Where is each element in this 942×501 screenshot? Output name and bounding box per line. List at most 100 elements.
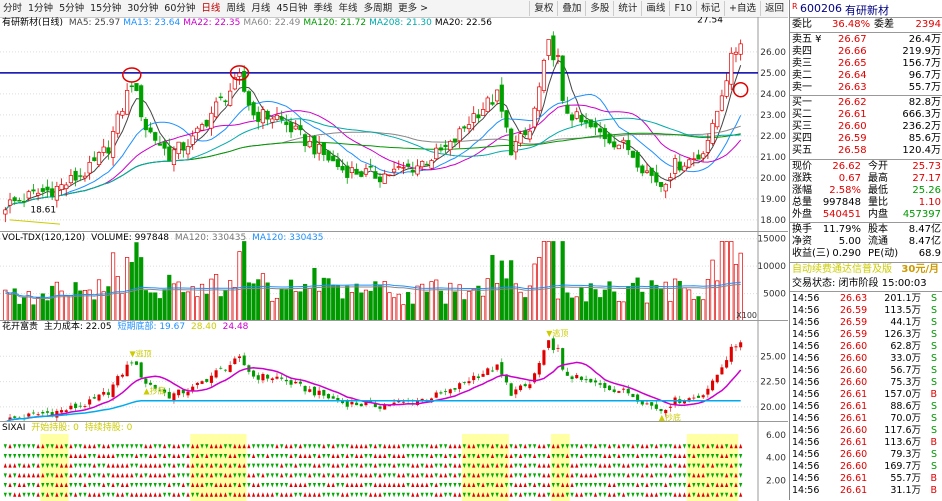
toolbar-button-5[interactable]: F10 (669, 1, 696, 16)
volume-bar (630, 282, 636, 321)
period-tab-12[interactable]: 多周期 (363, 3, 393, 14)
down-arrow-icon (406, 444, 410, 449)
cost-candle (261, 374, 265, 381)
volume-chart[interactable]: 15000 10000 5000 X100 VOL-TDX(120,120) VOLU… (0, 231, 788, 321)
down-arrow-icon (467, 453, 471, 459)
period-tab-8[interactable]: 月线 (251, 3, 271, 14)
main-cost-line (4, 361, 742, 422)
cost-candle (542, 350, 546, 365)
volume-bar (663, 281, 668, 321)
down-arrow-icon (575, 483, 579, 488)
up-arrow-icon (251, 482, 256, 488)
candle (242, 70, 247, 92)
period-tab-10[interactable]: 季线 (313, 3, 333, 14)
down-arrow-icon (645, 453, 649, 459)
down-arrow-icon (673, 473, 677, 478)
up-arrow-icon (88, 472, 92, 478)
down-arrow-icon (280, 453, 284, 459)
cost-chart[interactable]: 25.00 22.50 20.00 ▼逃顶 ▼逃顶 ▲抄底 ▲抄底 花开富贵 主力成本: 2… (0, 320, 788, 422)
up-arrow-icon (205, 453, 209, 458)
down-arrow-icon (340, 483, 345, 488)
up-arrow-icon (205, 492, 209, 497)
down-arrow-icon (584, 483, 588, 488)
period-tab-5[interactable]: 60分钟 (164, 3, 196, 14)
toolbar-button-6[interactable]: 标记 (696, 1, 724, 16)
up-arrow-icon (195, 482, 199, 488)
up-arrow-icon (162, 472, 167, 478)
down-arrow-icon (710, 444, 715, 449)
down-arrow-icon (50, 473, 54, 478)
down-arrow-icon (97, 483, 101, 488)
period-tab-0[interactable]: 分时 (3, 3, 23, 14)
candle (307, 141, 312, 148)
period-tab-7[interactable]: 周线 (226, 3, 246, 14)
promo-link[interactable]: 自动续费通达信普及版 30元/月 (792, 264, 939, 275)
up-arrow-icon (720, 482, 724, 488)
period-tab-3[interactable]: 15分钟 (90, 3, 122, 14)
down-arrow-icon (270, 444, 274, 449)
up-arrow-icon (172, 453, 176, 458)
toolbar-button-7[interactable]: +自选 (724, 1, 760, 16)
main-kline-chart[interactable]: 26.00 25.00 24.00 23.00 22.00 21.00 20.00 19.00… (0, 17, 788, 231)
cost-candle (392, 402, 396, 404)
cost-candle (111, 384, 115, 397)
up-arrow-icon (472, 472, 476, 478)
period-tab-4[interactable]: 30分钟 (127, 3, 159, 14)
down-arrow-icon (673, 483, 677, 488)
down-arrow-icon (528, 463, 532, 469)
toolbar-button-2[interactable]: 多股 (585, 1, 613, 16)
up-arrow-icon (158, 463, 162, 468)
candle (518, 133, 523, 144)
down-arrow-icon (509, 444, 513, 449)
period-tab-1[interactable]: 1分钟 (28, 3, 54, 14)
down-arrow-icon (514, 463, 518, 469)
cost-candle (622, 388, 626, 390)
cost-candle (312, 386, 316, 396)
volume-bar (317, 290, 322, 321)
sixai-chart[interactable]: 6.00 4.00 2.00 SIXAI 开始持股: 0 持续持股: 0 (0, 421, 788, 501)
up-arrow-icon (134, 453, 139, 458)
period-tab-13[interactable]: 更多 > (398, 3, 429, 14)
volume-bar (509, 260, 514, 321)
down-arrow-icon (668, 492, 673, 498)
down-arrow-icon (139, 453, 143, 459)
period-tab-11[interactable]: 年线 (338, 3, 358, 14)
up-arrow-icon (233, 453, 237, 458)
up-arrow-icon (725, 482, 729, 488)
up-arrow-icon (36, 482, 40, 488)
toolbar-button-4[interactable]: 画线 (641, 1, 669, 16)
up-arrow-icon (17, 472, 21, 478)
down-arrow-icon (406, 492, 410, 498)
down-arrow-icon (626, 444, 630, 449)
toolbar-button-0[interactable]: 复权 (529, 1, 557, 16)
down-arrow-icon (434, 473, 438, 478)
up-arrow-icon (31, 472, 36, 478)
toolbar-button-8[interactable]: 返回 (759, 1, 788, 16)
volume-bar (96, 279, 102, 321)
candle (401, 167, 406, 169)
period-tab-6[interactable]: 日线 (201, 3, 221, 14)
up-arrow-icon (673, 453, 677, 458)
cost-candle (504, 374, 509, 383)
down-arrow-icon (378, 463, 382, 469)
down-arrow-icon (659, 463, 663, 469)
up-arrow-icon (17, 492, 21, 497)
toolbar-button-1[interactable]: 叠加 (557, 1, 585, 16)
up-arrow-icon (729, 492, 733, 497)
cost-candle (706, 388, 710, 395)
cost-candle (74, 403, 78, 408)
down-arrow-icon (340, 453, 345, 459)
candle (101, 146, 106, 153)
up-arrow-icon (448, 443, 452, 449)
cost-candle (148, 382, 153, 385)
down-arrow-icon (162, 463, 167, 469)
period-tab-2[interactable]: 5分钟 (59, 3, 85, 14)
toolbar-button-3[interactable]: 统计 (613, 1, 641, 16)
candle (373, 171, 378, 179)
up-arrow-icon (69, 472, 73, 478)
cost-candle (125, 364, 129, 377)
ma-line-5 (4, 59, 742, 211)
cost-candle (598, 383, 602, 385)
period-tab-9[interactable]: 45日钟 (276, 3, 308, 14)
up-arrow-icon (706, 443, 710, 449)
